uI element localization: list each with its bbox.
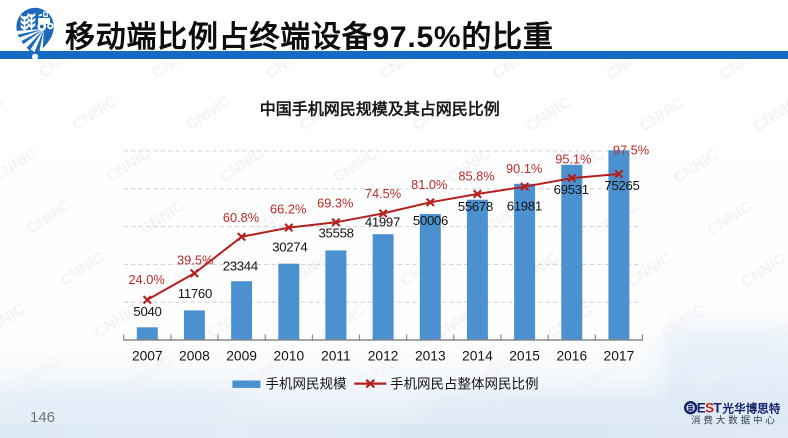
- svg-text:2016: 2016: [556, 349, 587, 364]
- svg-text:81.0%: 81.0%: [411, 177, 447, 192]
- svg-text:55678: 55678: [458, 199, 493, 214]
- svg-text:2010: 2010: [273, 349, 304, 364]
- svg-text:手机网民规模: 手机网民规模: [266, 376, 347, 391]
- svg-text:50006: 50006: [413, 213, 448, 228]
- svg-text:95.1%: 95.1%: [555, 152, 591, 167]
- svg-text:2017: 2017: [604, 349, 635, 364]
- svg-text:23344: 23344: [223, 258, 258, 273]
- svg-text:2008: 2008: [179, 349, 210, 364]
- svg-text:61981: 61981: [507, 199, 542, 214]
- svg-text:消费大数据中心: 消费大数据中心: [691, 415, 778, 427]
- svg-text:5040: 5040: [133, 304, 161, 319]
- svg-text:75265: 75265: [604, 178, 639, 193]
- svg-text:90.1%: 90.1%: [506, 161, 542, 176]
- svg-text:69.3%: 69.3%: [317, 196, 353, 211]
- svg-text:2012: 2012: [368, 349, 399, 364]
- svg-text:2007: 2007: [132, 349, 163, 364]
- svg-text:30274: 30274: [272, 239, 307, 254]
- svg-text:66.2%: 66.2%: [270, 202, 306, 217]
- svg-text:2013: 2013: [415, 349, 446, 364]
- svg-text:EST: EST: [697, 401, 723, 416]
- svg-text:2014: 2014: [462, 349, 493, 364]
- svg-text:60.8%: 60.8%: [223, 210, 259, 225]
- svg-text:74.5%: 74.5%: [365, 186, 401, 201]
- svg-text:光华博思特: 光华博思特: [722, 401, 781, 415]
- svg-text:85.8%: 85.8%: [458, 168, 494, 183]
- svg-text:2011: 2011: [321, 349, 351, 364]
- svg-text:11760: 11760: [178, 286, 212, 301]
- svg-text:69531: 69531: [554, 182, 589, 197]
- svg-text:41997: 41997: [365, 215, 400, 230]
- svg-text:手机网民占整体网民比例: 手机网民占整体网民比例: [390, 376, 539, 391]
- svg-text:39.5%: 39.5%: [177, 253, 213, 268]
- svg-text:2009: 2009: [226, 349, 257, 364]
- svg-text:24.0%: 24.0%: [128, 272, 164, 287]
- svg-text:2015: 2015: [509, 349, 540, 364]
- svg-text:97.5%: 97.5%: [613, 143, 649, 158]
- svg-text:35558: 35558: [319, 225, 354, 240]
- svg-text:中国手机网民规模及其占网民比例: 中国手机网民规模及其占网民比例: [260, 100, 500, 119]
